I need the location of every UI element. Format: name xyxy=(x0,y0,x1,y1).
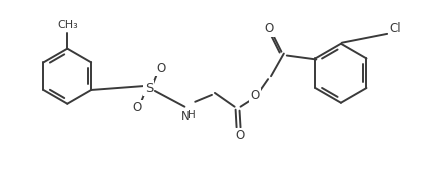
Text: CH₃: CH₃ xyxy=(57,20,77,30)
Text: O: O xyxy=(156,62,165,75)
Text: O: O xyxy=(235,129,244,142)
Text: O: O xyxy=(250,89,260,102)
Text: O: O xyxy=(264,23,274,35)
Text: H: H xyxy=(189,110,196,120)
Text: Cl: Cl xyxy=(389,23,401,35)
Text: N: N xyxy=(181,110,190,123)
Text: O: O xyxy=(133,101,142,114)
Text: S: S xyxy=(145,81,153,95)
